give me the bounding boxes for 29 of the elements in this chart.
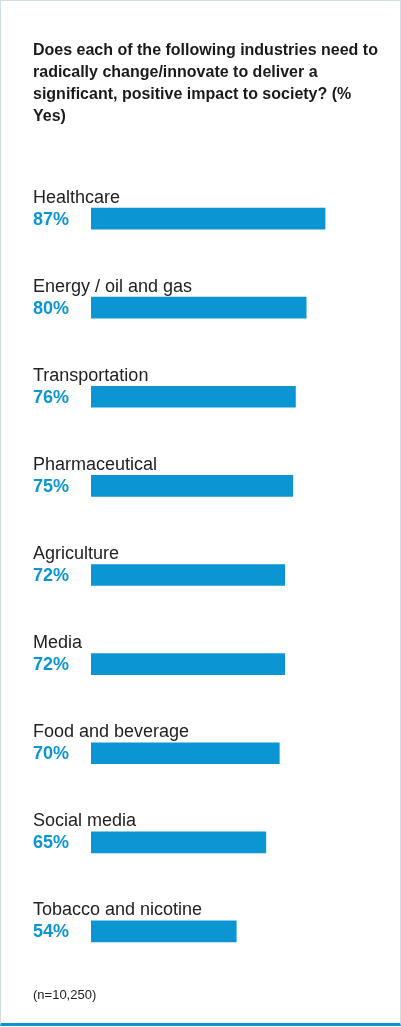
y-tick-label: Healthcare	[33, 186, 121, 207]
data-label: 70%	[33, 743, 70, 764]
data-label: 72%	[33, 564, 70, 585]
text: (n=10,250)	[33, 987, 97, 1002]
bar	[91, 920, 237, 943]
bar	[91, 296, 307, 319]
data-label: 87%	[33, 208, 70, 229]
bar	[91, 742, 280, 765]
data-label: 76%	[33, 386, 70, 407]
chart-title: Does each of the following industries need to radically change/innovate to deliver a significant, positive impact to society? (% Yes)	[33, 40, 378, 126]
bar	[91, 207, 326, 230]
data-label: 65%	[33, 832, 70, 853]
y-tick-label: Tobacco and nicotine	[33, 899, 203, 920]
y-tick-label: Agriculture	[33, 543, 120, 563]
y-tick-label: Food and beverage	[33, 721, 190, 742]
data-label: 80%	[33, 297, 70, 318]
data-label: 75%	[33, 475, 70, 496]
bar	[91, 385, 296, 408]
y-tick-label: Pharmaceutical	[33, 453, 158, 474]
bar	[91, 564, 286, 586]
bar	[91, 653, 286, 675]
y-tick-label: Energy / oil and gas	[33, 275, 193, 296]
bar	[91, 831, 267, 854]
bar	[91, 475, 294, 497]
y-tick-label: Transportation	[33, 364, 149, 385]
data-label: 72%	[33, 654, 70, 675]
y-tick-label: Social media	[33, 810, 138, 831]
data-label: 54%	[33, 921, 70, 942]
y-tick-label: Media	[33, 632, 84, 653]
